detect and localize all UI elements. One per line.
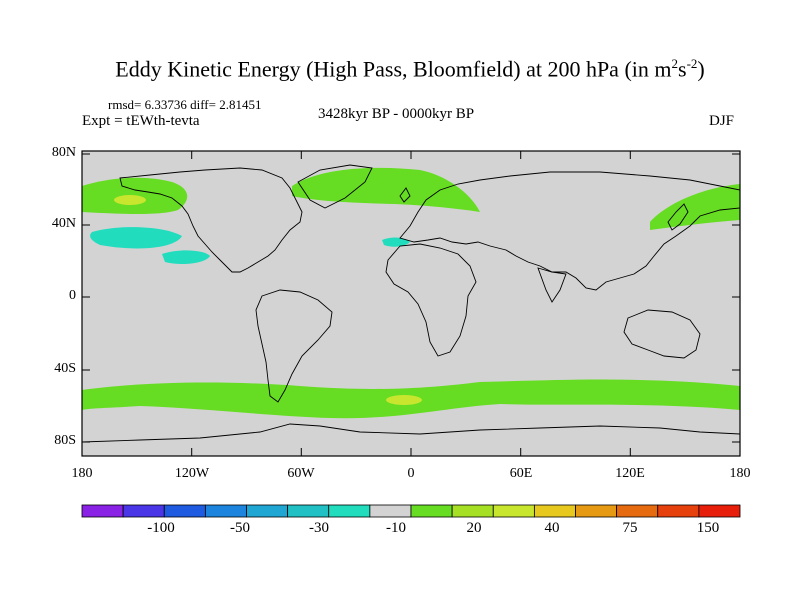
rmsd-diff-stats: rmsd= 6.33736 diff= 2.81451 — [108, 97, 262, 112]
x-tick-label-60w: 60W — [287, 466, 315, 481]
colorbar-swatch — [369, 504, 412, 518]
colorbar-swatch — [122, 504, 165, 518]
colorbar — [81, 504, 741, 518]
y-tick-label-40s: 40S — [54, 361, 76, 376]
colorbar-swatch — [81, 504, 124, 518]
india-coast — [537, 267, 567, 303]
x-tick-label-120e: 120E — [615, 466, 645, 481]
greenland-coast — [297, 164, 373, 209]
australia-coast — [623, 309, 701, 359]
x-axis-ticks — [81, 151, 741, 456]
colorbar-label: 75 — [622, 520, 638, 536]
colorbar-label: 20 — [466, 520, 482, 536]
colorbar-swatch — [533, 504, 576, 518]
colorbar-label: -30 — [309, 520, 329, 536]
colorbar-swatch — [287, 504, 330, 518]
colorbar-swatch — [451, 504, 494, 518]
colorbar-swatch — [616, 504, 659, 518]
time-period-label: 3428kyr BP - 0000kyr BP — [318, 106, 475, 122]
colorbar-swatch — [657, 504, 700, 518]
subtropical-atlantic-negative — [382, 237, 410, 247]
colorbar-label: 40 — [544, 520, 560, 536]
north-america-coast — [119, 167, 303, 273]
nw-pacific-positive — [650, 184, 740, 230]
north-pacific-core — [114, 195, 146, 205]
southern-ocean-core — [386, 395, 422, 405]
season-label: DJF — [709, 113, 735, 129]
colorbar-swatch — [492, 504, 535, 518]
colorbar-label: 150 — [696, 520, 720, 536]
colorbar-swatch — [698, 504, 741, 518]
x-tick-label-0: 0 — [407, 466, 415, 481]
uk-coast — [399, 187, 411, 203]
colorbar-swatch — [246, 504, 289, 518]
africa-coast — [385, 243, 477, 357]
subtropical-pacific-negative-2 — [162, 250, 210, 264]
subtropical-pacific-negative-1 — [90, 227, 182, 249]
coastlines — [81, 164, 741, 443]
colorbar-label: -50 — [230, 520, 250, 536]
negative-anomaly-regions — [90, 227, 410, 264]
colorbar-swatch — [410, 504, 453, 518]
colorbar-swatch — [328, 504, 371, 518]
y-tick-label-40n: 40N — [51, 216, 76, 231]
colorbar-swatch — [204, 504, 247, 518]
chart-title: Eddy Kinetic Energy (High Pass, Bloomfie… — [115, 56, 705, 82]
y-tick-label-0: 0 — [69, 288, 76, 303]
x-tick-label-180e: 180 — [729, 466, 751, 481]
strong-positive-regions — [114, 195, 422, 405]
eurasia-coast — [399, 171, 741, 291]
colorbar-swatch — [163, 504, 206, 518]
x-tick-label-60e: 60E — [509, 466, 533, 481]
south-america-coast — [255, 289, 333, 403]
colorbar-label: -100 — [147, 520, 175, 536]
y-tick-label-80s: 80S — [54, 433, 76, 448]
experiment-label: Expt = tEWth-tevta — [82, 113, 200, 129]
colorbar-label: -10 — [386, 520, 406, 536]
colorbar-swatch — [575, 504, 618, 518]
antarctica-coast — [81, 423, 741, 443]
x-tick-label-180w: 180 — [71, 466, 93, 481]
japan-coast — [667, 203, 689, 231]
y-tick-label-80n: 80N — [51, 145, 76, 160]
y-axis-ticks — [82, 153, 740, 443]
x-tick-label-120w: 120W — [174, 466, 210, 481]
